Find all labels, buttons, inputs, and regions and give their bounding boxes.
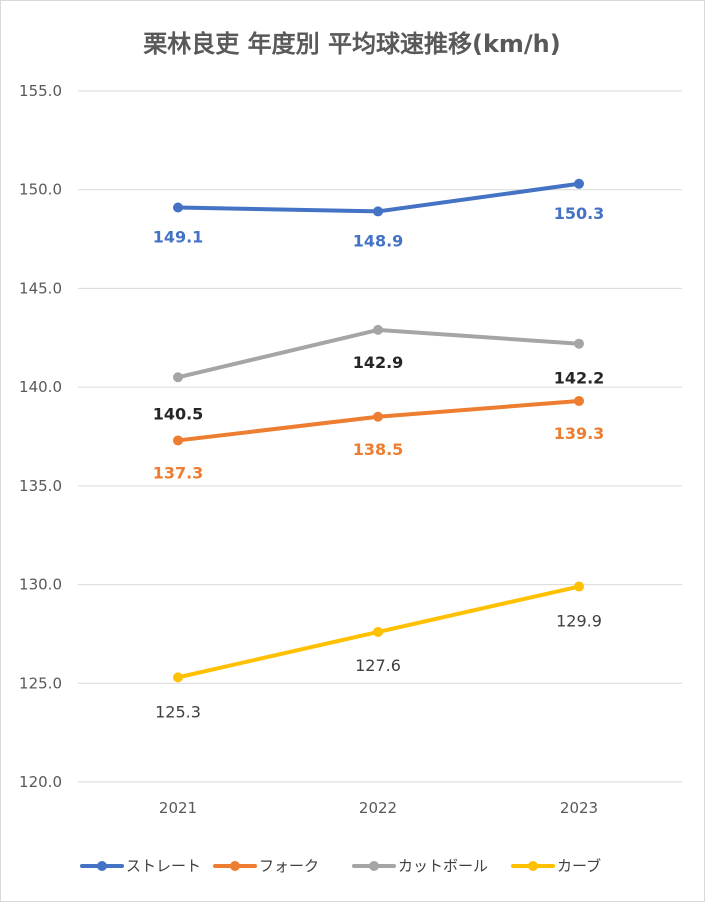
data-label: 140.5 (153, 404, 204, 423)
y-tick-label: 150.0 (19, 181, 62, 199)
data-point (173, 435, 183, 446)
data-point (373, 626, 383, 637)
x-tick-label: 2021 (159, 799, 197, 817)
data-point (574, 178, 584, 189)
y-tick-label: 120.0 (19, 773, 62, 791)
legend-label: フォーク (259, 857, 319, 875)
data-point (173, 372, 183, 383)
data-label: 149.1 (153, 227, 204, 246)
y-tick-label: 145.0 (19, 279, 62, 297)
x-tick-label: 2022 (359, 799, 397, 817)
data-labels: 149.1 148.9 150.3 137.3 138.5 139.3 140.5 142.9… (153, 204, 605, 722)
legend-label: ストレート (126, 857, 201, 875)
data-label: 150.3 (554, 204, 605, 223)
data-label: 137.3 (153, 463, 204, 482)
gridlines (78, 90, 682, 783)
y-tick-label: 135.0 (19, 477, 62, 495)
data-point (373, 324, 383, 335)
legend-marker (528, 861, 538, 871)
data-point (173, 672, 183, 683)
series-group (173, 178, 584, 683)
legend-label: カーブ (557, 857, 601, 875)
data-label: 142.9 (353, 353, 404, 372)
data-label: 129.9 (556, 612, 602, 631)
data-label: 148.9 (353, 231, 404, 250)
data-point (574, 338, 584, 349)
data-label: 138.5 (353, 440, 404, 459)
data-point (373, 206, 383, 217)
legend-marker (369, 861, 379, 871)
legend-marker (230, 861, 240, 871)
data-label: 142.2 (554, 369, 605, 388)
data-point (173, 202, 183, 213)
y-tick-label: 130.0 (19, 576, 62, 594)
chart-title: 栗林良吏 年度別 平均球速推移(km/h) (143, 30, 560, 58)
x-tick-label: 2023 (560, 799, 598, 817)
y-tick-label: 140.0 (19, 378, 62, 396)
y-tick-label: 155.0 (19, 82, 62, 100)
x-axis-ticks: 2021 2022 2023 (159, 799, 598, 817)
data-point (574, 395, 584, 406)
data-point (574, 581, 584, 592)
data-label: 125.3 (155, 702, 201, 721)
legend-marker (97, 861, 107, 871)
legend: ストレート フォーク カットボール カーブ (80, 857, 601, 875)
y-tick-label: 125.0 (19, 674, 62, 692)
data-point (373, 411, 383, 422)
data-label: 127.6 (355, 656, 401, 675)
legend-label: カットボール (398, 857, 488, 875)
data-label: 139.3 (554, 424, 605, 443)
y-axis-ticks: 120.0 125.0 130.0 135.0 140.0 145.0 150.0 155.0 (19, 82, 62, 791)
